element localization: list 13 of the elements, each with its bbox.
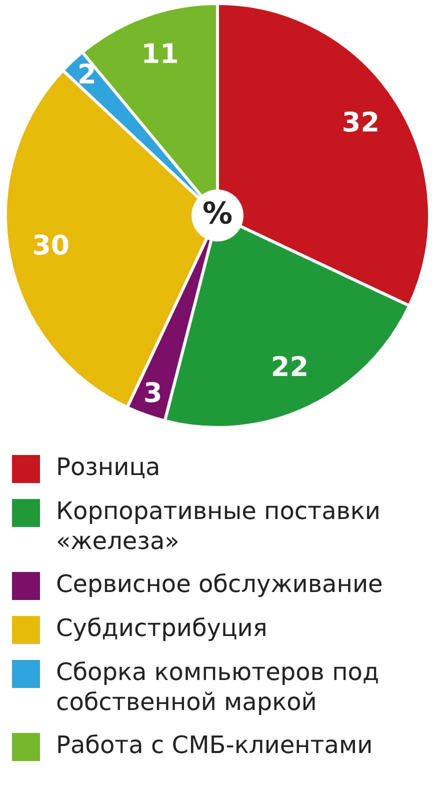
data-label: 22 — [270, 352, 308, 383]
data-label: 3 — [143, 378, 162, 410]
legend-label: Субдистрибуция — [56, 613, 268, 643]
text: % — [202, 196, 233, 232]
data-label: 30 — [32, 230, 70, 262]
legend-label: Работа с СМБ-клиентами — [56, 730, 373, 760]
legend-label: Сборка компьютеров под собственной маркой — [56, 657, 380, 717]
data-label: 11 — [141, 38, 179, 70]
legend-label: Корпоративные поставки «железа» — [56, 496, 382, 556]
data-label: 32 — [342, 108, 380, 139]
data-label: 2 — [77, 59, 96, 90]
legend-label: Сервисное обслуживание — [56, 569, 383, 599]
legend-label: Розница — [56, 452, 160, 482]
